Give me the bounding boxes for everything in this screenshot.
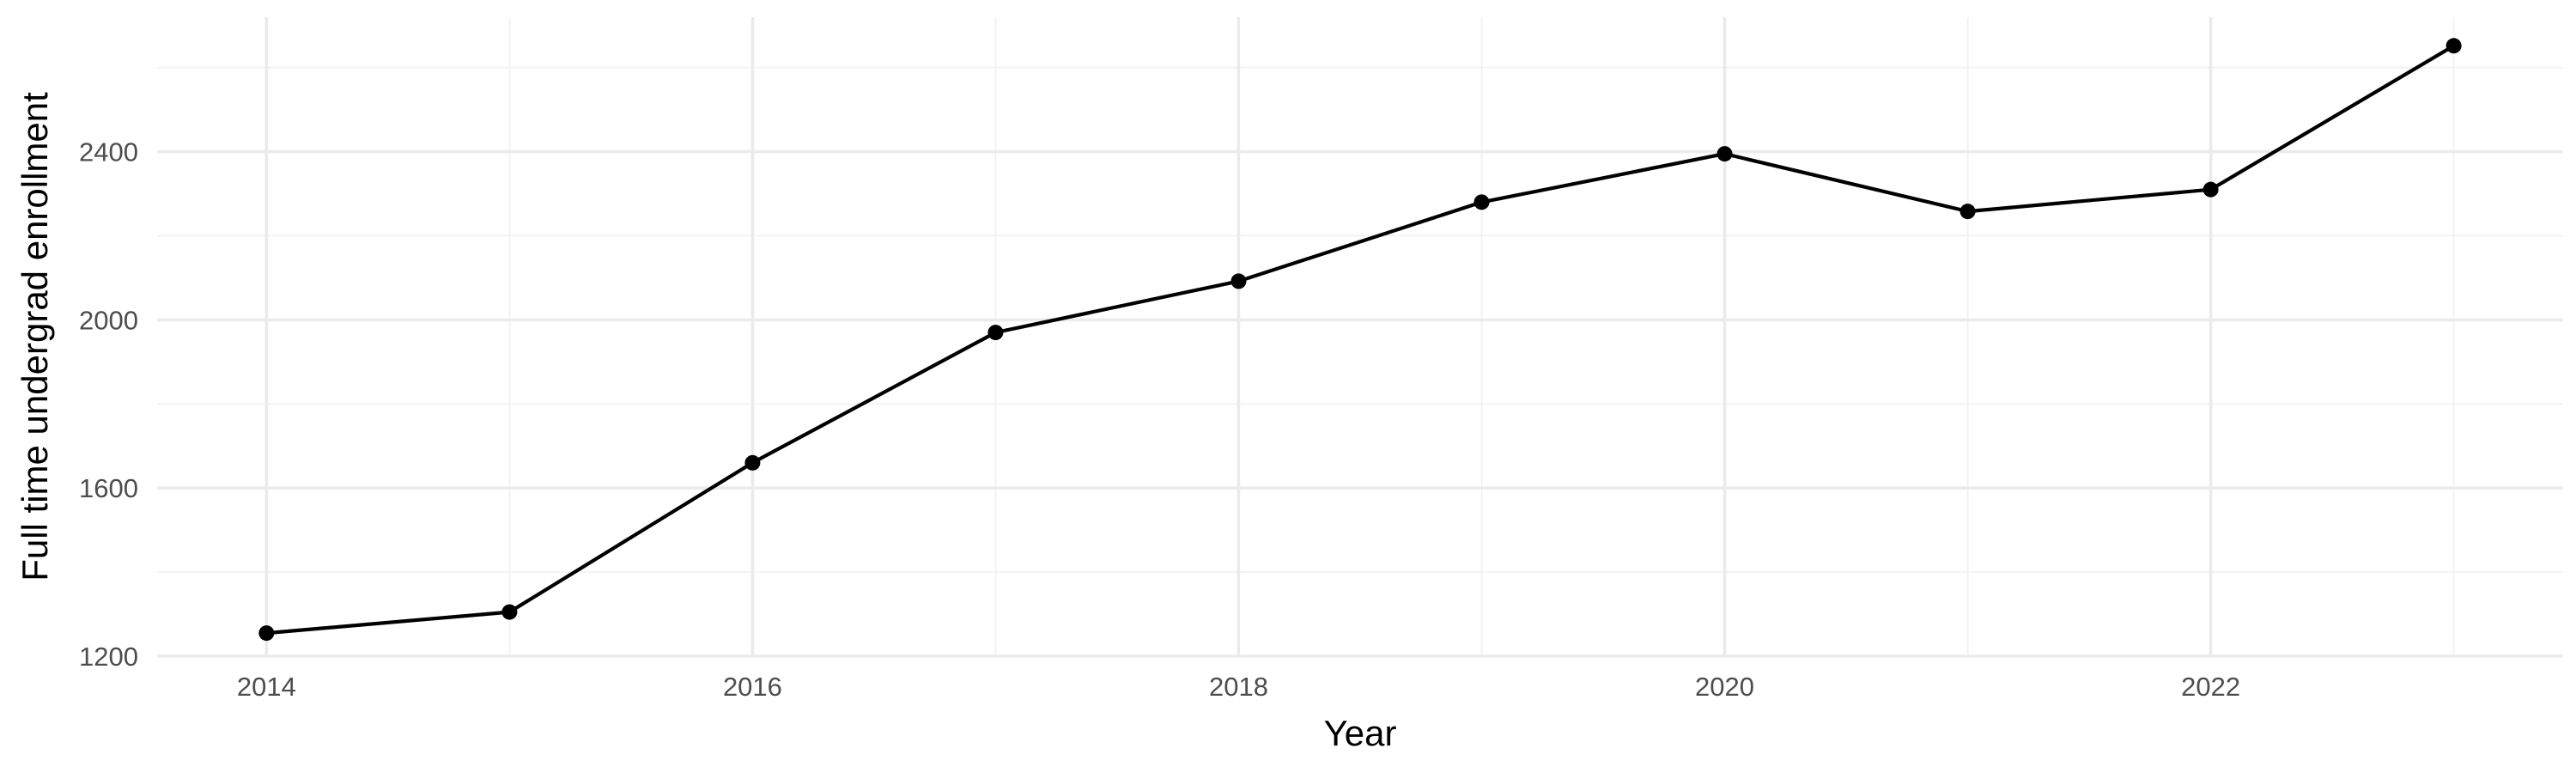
series bbox=[258, 38, 2462, 642]
data-point-2020 bbox=[1716, 146, 1733, 162]
grid bbox=[157, 17, 2563, 658]
y-tick-label: 2000 bbox=[79, 305, 138, 335]
data-point-2019 bbox=[1473, 194, 1490, 210]
x-tick-label: 2014 bbox=[237, 672, 296, 702]
data-point-2014 bbox=[258, 625, 275, 642]
x-tick-label: 2018 bbox=[1209, 672, 1268, 702]
x-axis-title: Year bbox=[1324, 713, 1397, 753]
data-point-2021 bbox=[1959, 204, 1976, 220]
data-point-2015 bbox=[501, 604, 518, 620]
data-point-2017 bbox=[987, 325, 1004, 341]
y-axis-ticks: 1200 1600 2000 2400 bbox=[79, 137, 138, 672]
y-tick-label: 1200 bbox=[79, 642, 138, 672]
data-point-2016 bbox=[744, 454, 761, 471]
x-tick-label: 2020 bbox=[1695, 672, 1754, 702]
y-axis-title: Full time undergrad enrollment bbox=[15, 92, 55, 581]
x-axis-ticks: 2014 2016 2018 2020 2022 bbox=[237, 672, 2240, 702]
x-tick-label: 2022 bbox=[2181, 672, 2240, 702]
data-point-2022 bbox=[2202, 181, 2219, 198]
series-line bbox=[266, 44, 2455, 636]
y-tick-label: 1600 bbox=[79, 473, 138, 503]
data-point-2018 bbox=[1230, 273, 1247, 289]
y-tick-label: 2400 bbox=[79, 137, 138, 167]
x-tick-label: 2016 bbox=[723, 672, 782, 702]
data-point-2023 bbox=[2445, 38, 2462, 54]
